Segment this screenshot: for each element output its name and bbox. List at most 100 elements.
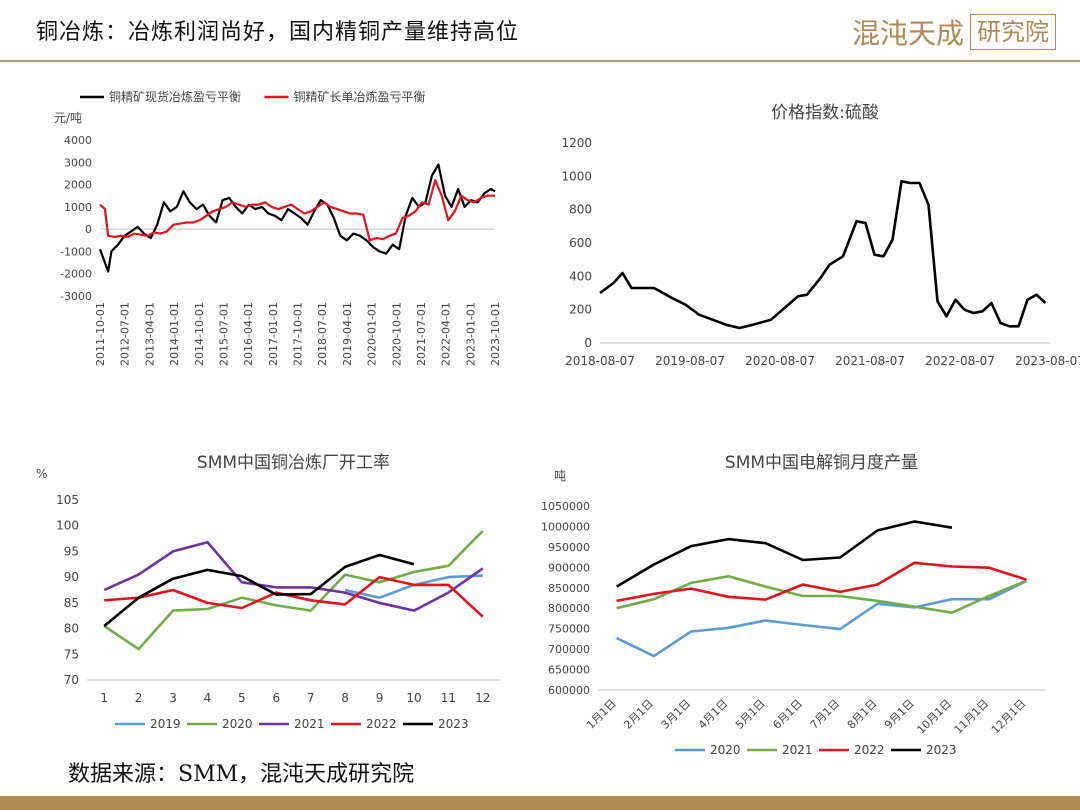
x-tick-label: 12 [475,691,490,705]
y-tick-label: 200 [569,303,592,317]
x-tick-label: 8 [341,691,349,705]
x-tick-label: 2017-10-01 [292,302,305,366]
x-tick-label: 2020-01-01 [366,302,379,366]
chart-title: SMM中国电解铜月度产量 [725,453,918,473]
y-tick-label: 750000 [548,623,590,636]
series-line-铜精矿现货冶炼盈亏平衡 [98,163,496,273]
legend-label: 2023 [438,717,469,731]
x-tick-label: 4 [204,691,212,705]
y-axis-label: 元/吨 [54,111,82,125]
x-tick-label: 2013-04-01 [143,302,156,366]
y-tick-label: 1000 [64,201,92,214]
x-tick-label: 4月1日 [696,697,731,732]
x-tick-label: 12月1日 [989,697,1029,737]
x-tick-label: 1 [100,691,108,705]
x-tick-label: 10 [406,691,421,705]
x-tick-label: 2011-10-01 [94,302,107,366]
footer-bar [0,796,1080,810]
y-tick-label: 0 [85,223,92,236]
x-tick-label: 2017-01-01 [267,302,280,366]
x-tick-label: 2012-07-01 [119,302,132,366]
y-axis-label: 吨 [554,469,566,483]
x-tick-label: 7 [307,691,315,705]
legend-label: 铜精矿长单冶炼盈亏平衡 [294,89,426,104]
x-tick-label: 3 [169,691,177,705]
header-rule [0,60,1080,62]
x-tick-label: 2022-04-01 [440,302,453,366]
x-tick-label: 10月1日 [914,697,954,737]
x-tick-label: 2018-07-01 [316,302,329,366]
x-tick-label: 11 [441,691,456,705]
y-tick-label: 90 [64,570,79,584]
x-tick-label: 2023-10-01 [489,302,502,366]
legend-label: 2019 [150,717,181,731]
x-tick-label: 8月1日 [845,697,880,732]
x-tick-label: 2016-04-01 [242,302,255,366]
logo-box: 研究院 [970,14,1056,50]
series-line-2023 [103,553,415,628]
y-tick-label: 75 [64,647,79,661]
x-tick-label: 2020-08-07 [745,354,815,368]
page-title: 铜冶炼：冶炼利润尚好，国内精铜产量维持高位 [36,20,520,45]
y-tick-label: 1000 [561,169,592,183]
y-tick-label: 2000 [64,179,92,192]
series-line-2022 [616,561,1027,603]
x-tick-label: 2019-08-07 [655,354,725,368]
legend-label: 铜精矿现货冶炼盈亏平衡 [109,89,241,104]
x-tick-label: 2019-04-01 [341,302,354,366]
x-tick-label: 2018-08-07 [565,354,635,368]
series-line-2020 [616,580,1027,658]
y-tick-label: -2000 [60,268,92,281]
y-tick-label: 105 [56,493,79,507]
x-tick-label: 2020-10-01 [390,302,403,366]
x-tick-label: 7月1日 [808,697,843,732]
x-tick-label: 2021-07-01 [415,302,428,366]
series-line-铜精矿长单冶炼盈亏平衡 [99,178,495,242]
x-tick-label: 2023-01-01 [464,302,477,366]
y-tick-label: 1200 [561,136,592,150]
logo-text: 混沌天成 [851,17,964,50]
y-tick-label: 650000 [548,664,590,677]
y-tick-label: 850000 [548,582,590,595]
x-tick-label: 11月1日 [952,697,992,737]
x-tick-label: 2021-08-07 [835,354,905,368]
y-axis-label: % [36,467,47,481]
x-tick-label: 3月1日 [659,697,694,732]
x-tick-label: 5 [238,691,246,705]
legend-label: 2022 [854,743,885,757]
x-tick-label: 6 [272,691,280,705]
legend-label: 2021 [294,717,325,731]
chart-title: SMM中国铜冶炼厂开工率 [197,453,390,473]
y-tick-label: 80 [64,622,79,636]
x-tick-label: 2 [135,691,143,705]
series-line-2021 [616,575,1027,614]
x-tick-label: 6月1日 [770,697,805,732]
data-source: 数据来源：SMM，混沌天成研究院 [68,762,415,787]
series-line-2020 [103,529,484,651]
x-tick-label: 2015-07-01 [217,302,230,366]
chart-smelting-profit: 元/吨 4000 3000 2000 1000 0 -1000 -2000 -30002011-… [54,89,502,366]
y-tick-label: 85 [64,596,79,610]
y-tick-label: 95 [64,544,79,558]
y-tick-label: 4000 [64,134,92,147]
y-tick-label: -1000 [60,245,92,258]
y-tick-label: 900000 [548,561,590,574]
chart-title: 价格指数:硫酸 [771,103,879,123]
x-tick-label: 2023-08-07 [1015,354,1080,368]
x-tick-label: 5月1日 [733,697,768,732]
legend-label: 2021 [782,743,813,757]
legend-label: 2022 [366,717,397,731]
y-tick-label: 3000 [64,156,92,169]
y-tick-label: 800000 [548,602,590,615]
y-tick-label: 600000 [548,684,590,697]
x-tick-label: 2014-10-01 [193,302,206,366]
legend-label: 2020 [710,743,741,757]
series-line-2021 [103,540,484,612]
y-tick-label: 600 [569,236,592,250]
y-tick-label: 400 [569,269,592,283]
y-tick-label: 70 [64,673,79,687]
y-tick-label: -3000 [60,290,92,303]
y-tick-label: 700000 [548,643,590,656]
x-tick-label: 2022-08-07 [925,354,995,368]
